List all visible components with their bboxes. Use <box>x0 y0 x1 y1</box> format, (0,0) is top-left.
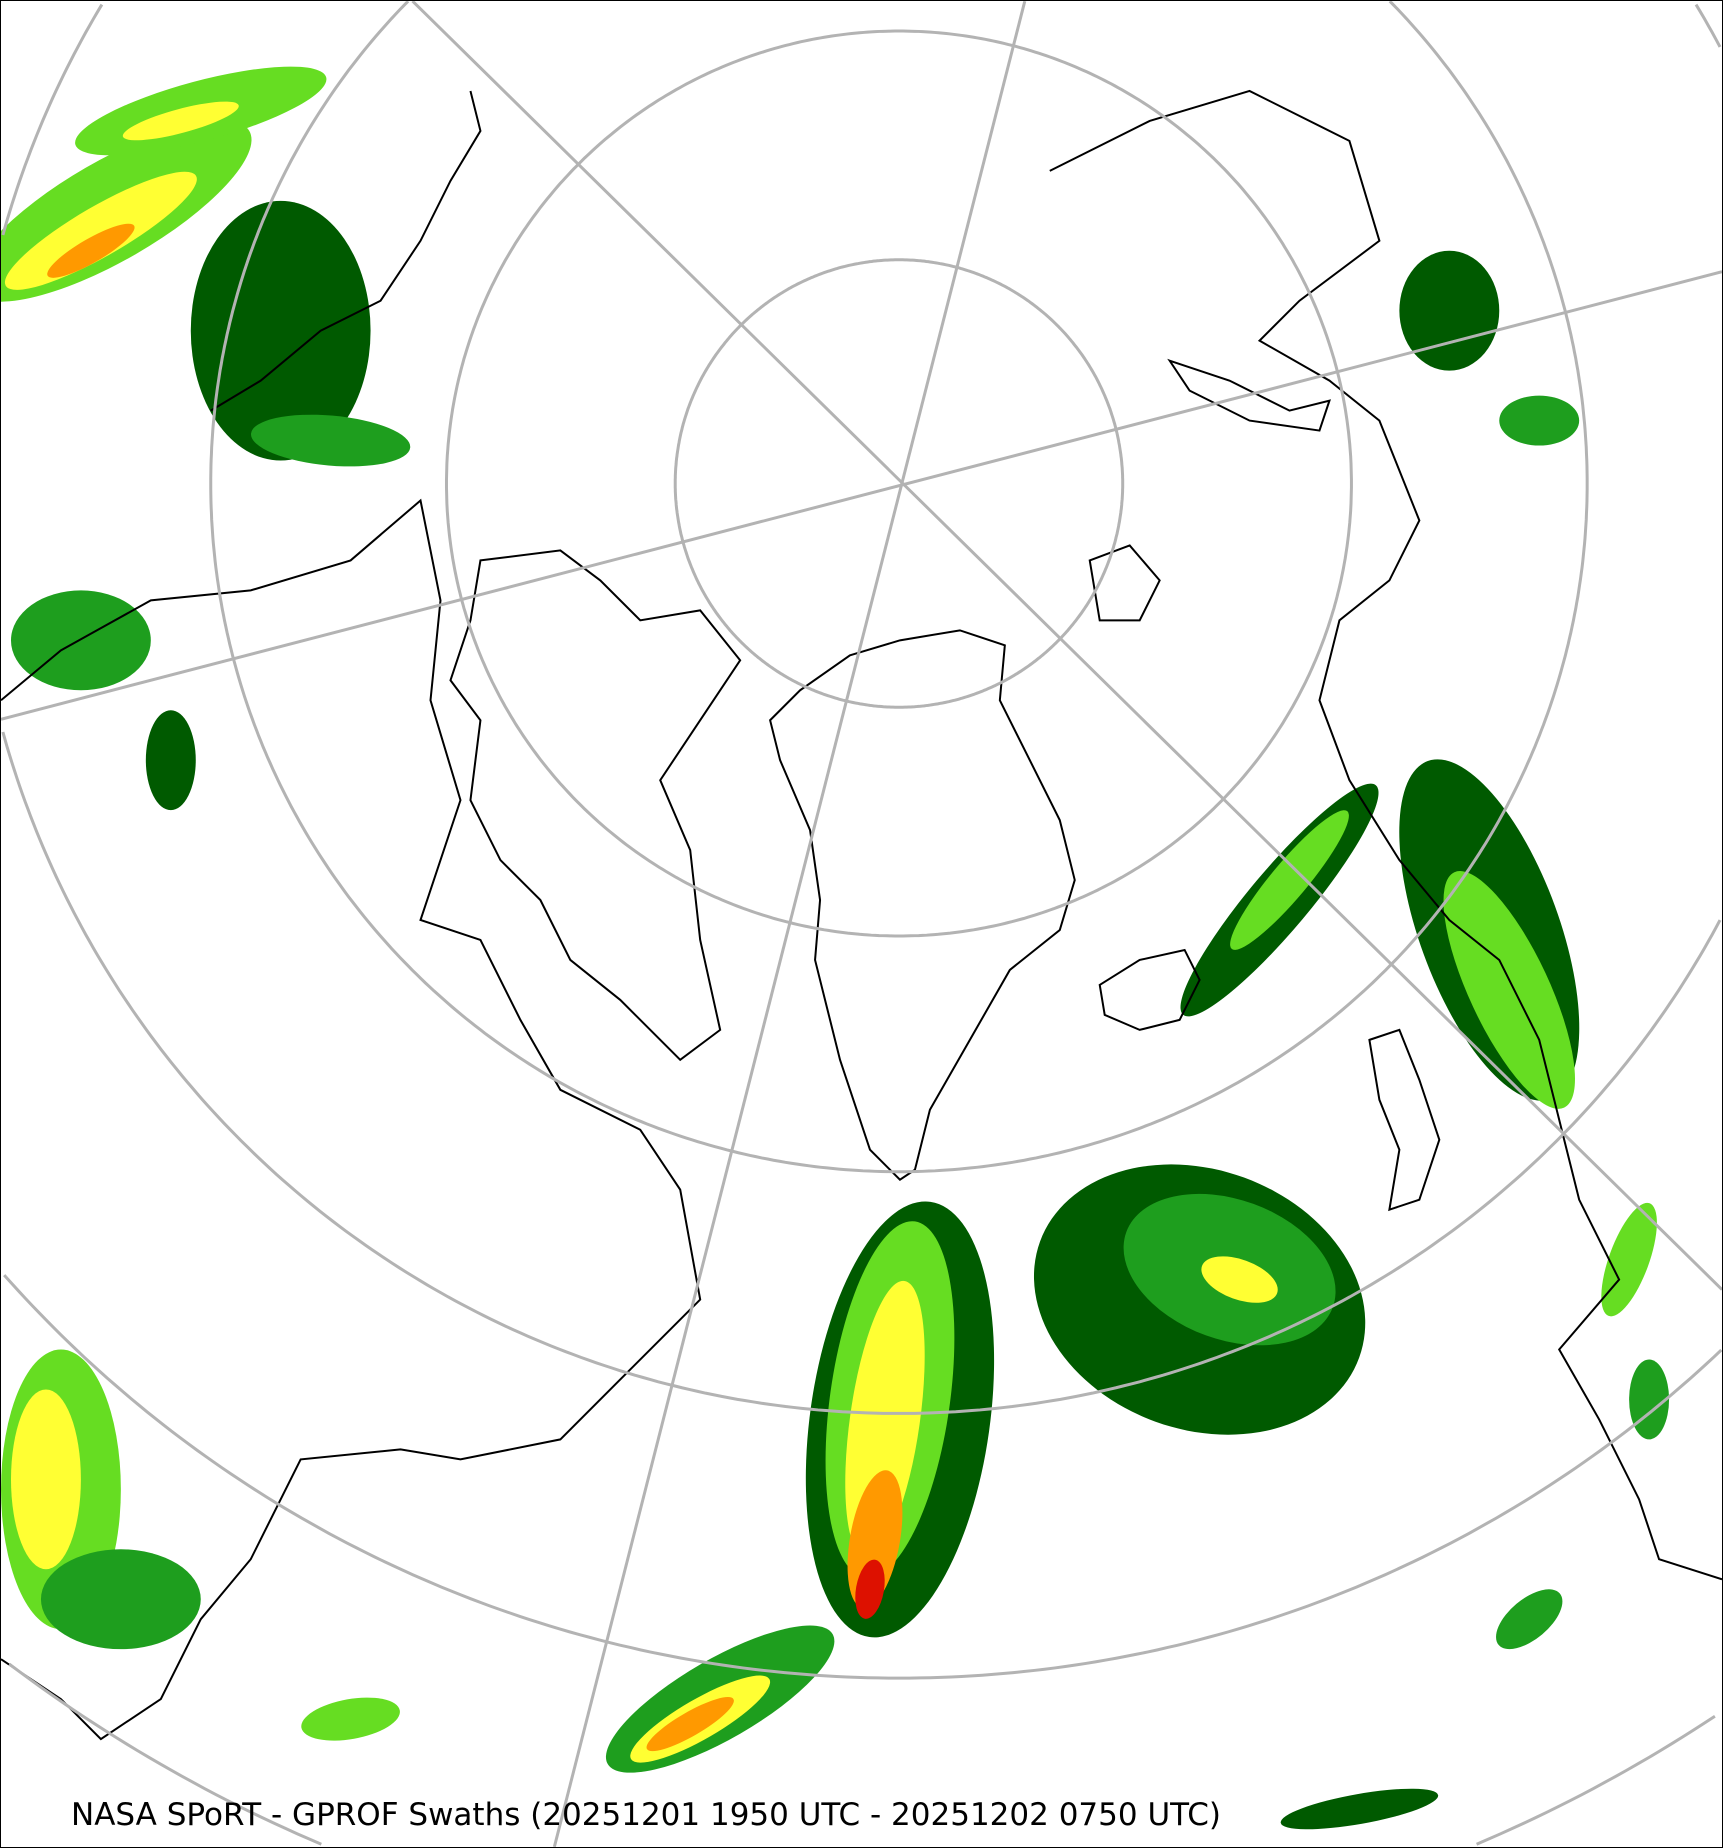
precipitation-area <box>4 171 197 290</box>
precipitation-area <box>1201 1256 1278 1303</box>
latitude-circle <box>3 1274 1722 1680</box>
precipitation-area <box>855 1559 885 1619</box>
precipitation-area <box>1499 395 1580 446</box>
precipitation-area <box>1230 810 1349 950</box>
precipitation-area <box>646 1697 734 1752</box>
north-america-coastline <box>1 498 702 1741</box>
latitude-circle <box>1 3 104 236</box>
latitude-circle <box>1475 1715 1716 1846</box>
precipitation-area <box>145 710 196 811</box>
svalbard-coastline <box>1088 544 1161 622</box>
precipitation-area <box>250 414 411 467</box>
alaska-coastline <box>210 90 482 412</box>
meridian-line <box>552 1 1027 1847</box>
precipitation-area <box>1601 1202 1657 1317</box>
precipitation-area <box>40 1549 201 1650</box>
greenland-coastline <box>769 629 1076 1181</box>
precipitation-area <box>301 1697 400 1741</box>
precipitation-area <box>1629 1359 1670 1440</box>
precipitation-area <box>47 223 135 278</box>
canadian-archipelago-coastline <box>449 549 742 1062</box>
precipitation-area <box>845 1280 925 1558</box>
latitude-circle <box>209 1 1589 1174</box>
latitude-circle <box>673 258 1125 709</box>
precipitation-area <box>1280 1788 1439 1830</box>
british-isles-coastline <box>1368 1028 1441 1212</box>
latitude-circle <box>1 731 1722 1415</box>
latitude-circle <box>8 1662 322 1846</box>
meridian-line <box>1 270 1722 721</box>
coastlines <box>1 89 1722 1741</box>
latitude-circle <box>1694 3 1722 48</box>
iceland-coastline <box>1098 948 1201 1031</box>
latitude-circle <box>1388 1 1589 484</box>
novaya-zemlya-coastline <box>1167 358 1331 432</box>
precipitation-swaths <box>1 66 1670 1830</box>
precipitation-area <box>1399 250 1500 371</box>
latitude-circle <box>444 29 1353 938</box>
precipitation-area <box>10 1389 81 1570</box>
precipitation-area <box>1496 1589 1563 1650</box>
eurasia-coastline <box>1049 89 1722 1581</box>
meridian-line <box>411 1 1722 1291</box>
map-caption: NASA SPoRT - GPROF Swaths (20251201 1950… <box>71 1797 1221 1833</box>
precipitation-area <box>122 101 239 141</box>
